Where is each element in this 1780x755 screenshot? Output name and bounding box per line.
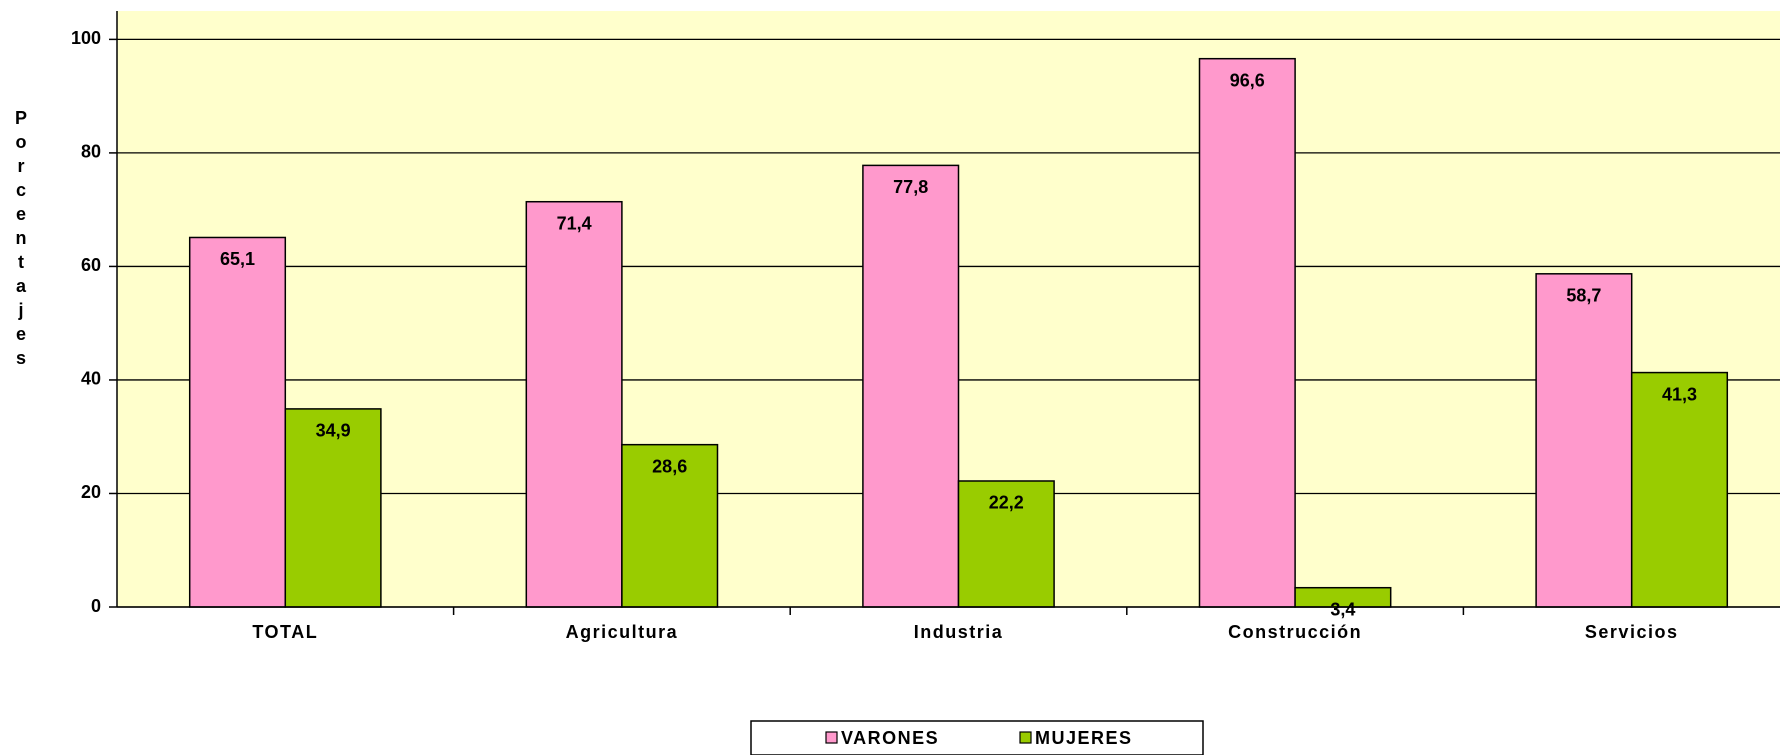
x-tick-label: Industria <box>914 622 1004 642</box>
x-tick-label: Agricultura <box>566 622 679 642</box>
data-label: 22,2 <box>989 493 1024 513</box>
x-tick-label: TOTAL <box>252 622 318 642</box>
bar <box>1630 371 1729 608</box>
bar <box>284 408 382 608</box>
data-label: 58,7 <box>1566 286 1601 306</box>
bar <box>862 164 960 608</box>
x-tick-label: Servicios <box>1585 622 1679 642</box>
data-label: 28,6 <box>652 456 687 476</box>
bar <box>1535 273 1633 608</box>
bar <box>188 236 287 608</box>
legend-label: VARONES <box>841 728 939 748</box>
legend-label: MUJERES <box>1035 728 1133 748</box>
y-tick-label: 80 <box>81 142 101 162</box>
x-tick-label: Construcción <box>1228 622 1362 642</box>
y-tick-label: 40 <box>81 369 101 389</box>
legend-swatch <box>1019 731 1032 744</box>
bar <box>1198 57 1296 608</box>
y-tick-label: 0 <box>91 596 101 616</box>
data-label: 65,1 <box>220 249 255 269</box>
bar <box>525 200 623 608</box>
legend-box <box>750 720 1204 755</box>
bar <box>957 480 1055 608</box>
data-label: 3,4 <box>1330 599 1355 619</box>
data-label: 41,3 <box>1662 384 1697 404</box>
data-label: 71,4 <box>557 213 592 233</box>
data-label: 34,9 <box>316 421 351 441</box>
y-tick-label: 100 <box>71 28 101 48</box>
data-label: 96,6 <box>1230 70 1265 90</box>
y-tick-label: 20 <box>81 482 101 502</box>
y-axis-label: Porcentajes <box>11 108 31 372</box>
bar <box>621 443 719 608</box>
y-tick-label: 60 <box>81 255 101 275</box>
legend-swatch <box>825 731 838 744</box>
data-label: 77,8 <box>893 177 928 197</box>
